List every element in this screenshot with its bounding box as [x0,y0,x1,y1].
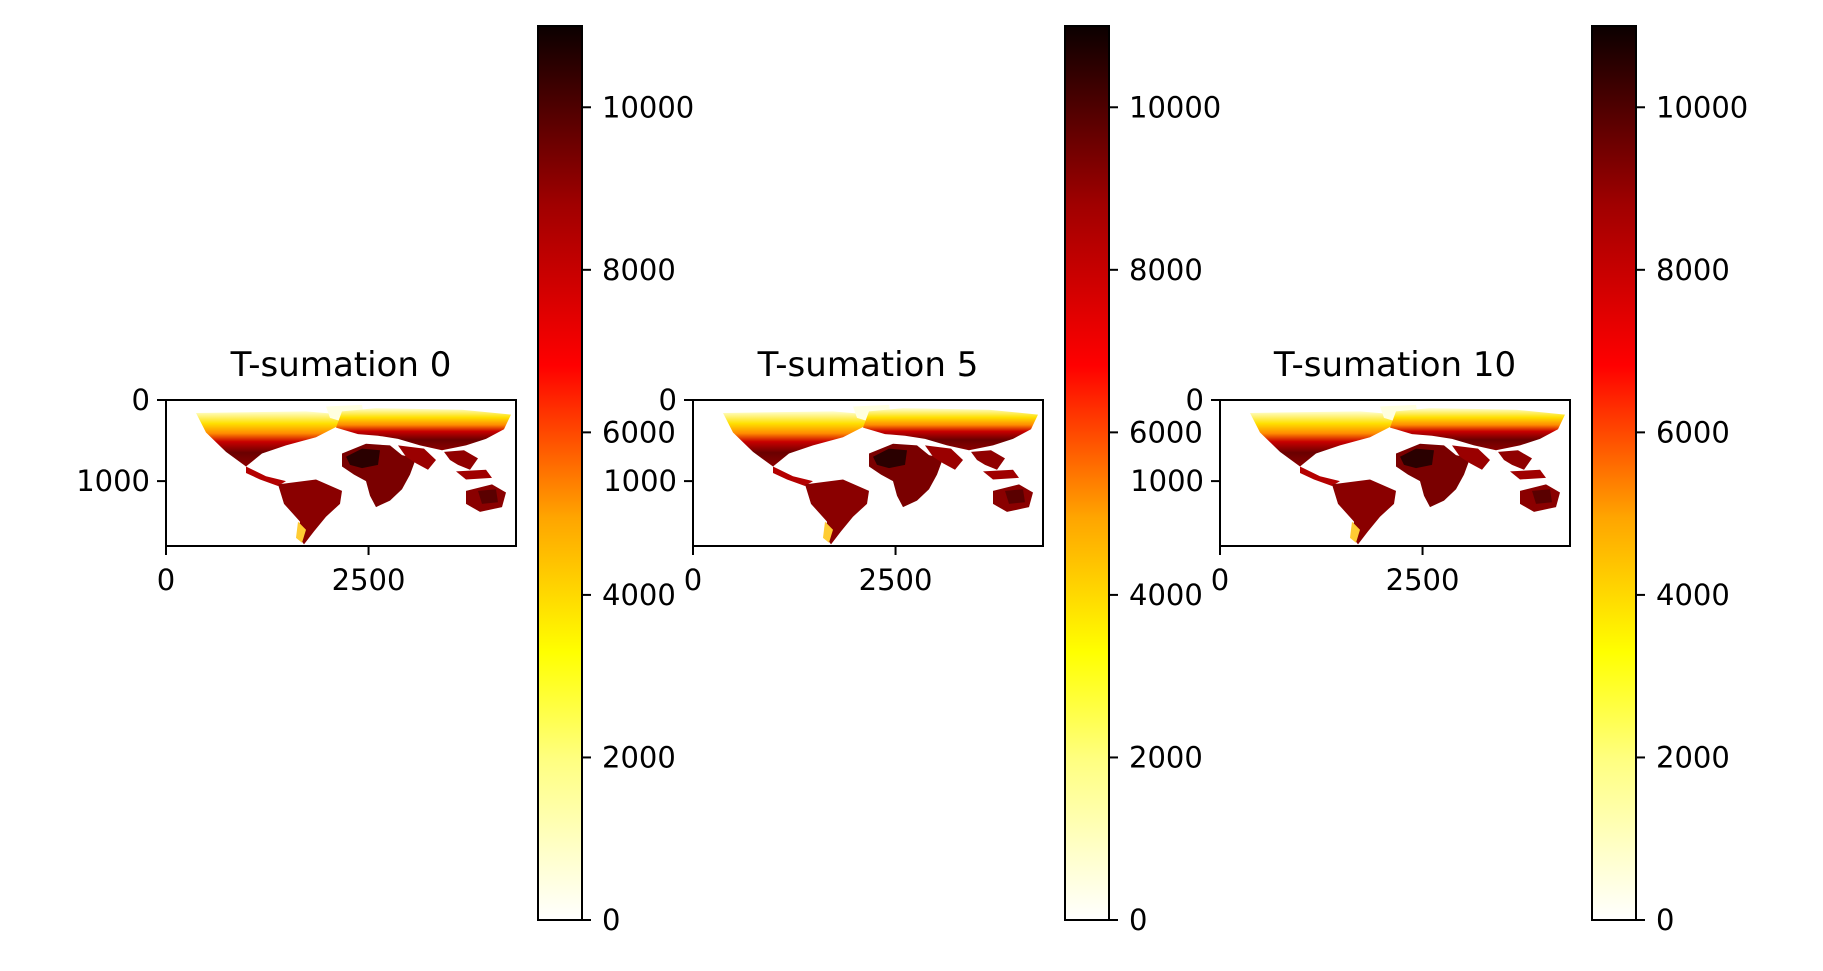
heatmap-image [723,404,1038,545]
colorbar-tick-label: 10000 [1129,90,1221,124]
colorbar-tick-label: 8000 [602,253,676,287]
colorbar-tick-label: 8000 [1129,253,1203,287]
colorbar-tick-label: 6000 [602,415,676,449]
y-tick-label: 0 [659,383,677,417]
x-tick-label: 0 [684,563,702,597]
x-tick-label: 2500 [859,563,933,597]
x-tick-label: 2500 [1386,563,1460,597]
y-tick-label: 0 [1186,383,1204,417]
colorbar-tick-label: 0 [602,903,620,937]
colorbar-tick-label: 8000 [1656,253,1730,287]
colorbar-tick-label: 6000 [1129,415,1203,449]
x-tick-label: 2500 [332,563,406,597]
y-tick-label: 1000 [76,464,150,498]
colorbar-tick-label: 6000 [1656,415,1730,449]
panel-0: T-sumation 00 250001000020004000600080001… [76,25,694,937]
heatmap-image [196,404,511,545]
panel-title: T-sumation 0 [230,345,452,385]
panel-1: T-sumation 50 250001000020004000600080001… [603,25,1221,937]
colorbar-tick-label: 4000 [1129,578,1203,612]
panel-2: T-sumation 100 25000100002000400060008000… [1130,25,1748,937]
x-tick-label: 0 [157,563,175,597]
x-tick-label: 0 [1211,563,1229,597]
colorbar: 0 2000 4000 6000 8000 10000 [1591,25,1748,937]
colorbar-tick-label: 0 [1129,903,1147,937]
colorbar-tick-label: 4000 [1656,578,1730,612]
heatmap-image [1250,404,1565,545]
colorbar-gradient [1591,25,1637,921]
y-tick-label: 0 [132,383,150,417]
panel-title: T-sumation 10 [1273,345,1516,385]
panel-title: T-sumation 5 [757,345,979,385]
colorbar-tick-label: 4000 [602,578,676,612]
axes-frame [1219,399,1571,547]
axes-frame [165,399,517,547]
y-tick-label: 1000 [1130,464,1204,498]
colorbar-tick-label: 2000 [1129,740,1203,774]
colorbar-tick-label: 2000 [1656,740,1730,774]
colorbar-tick-label: 2000 [602,740,676,774]
colorbar-tick-label: 0 [1656,903,1674,937]
colorbar-tick-label: 10000 [602,90,694,124]
y-tick-label: 1000 [603,464,677,498]
axes-frame [692,399,1044,547]
colorbar-gradient [1064,25,1110,921]
colorbar-gradient [537,25,583,921]
colorbar-tick-label: 10000 [1656,90,1748,124]
